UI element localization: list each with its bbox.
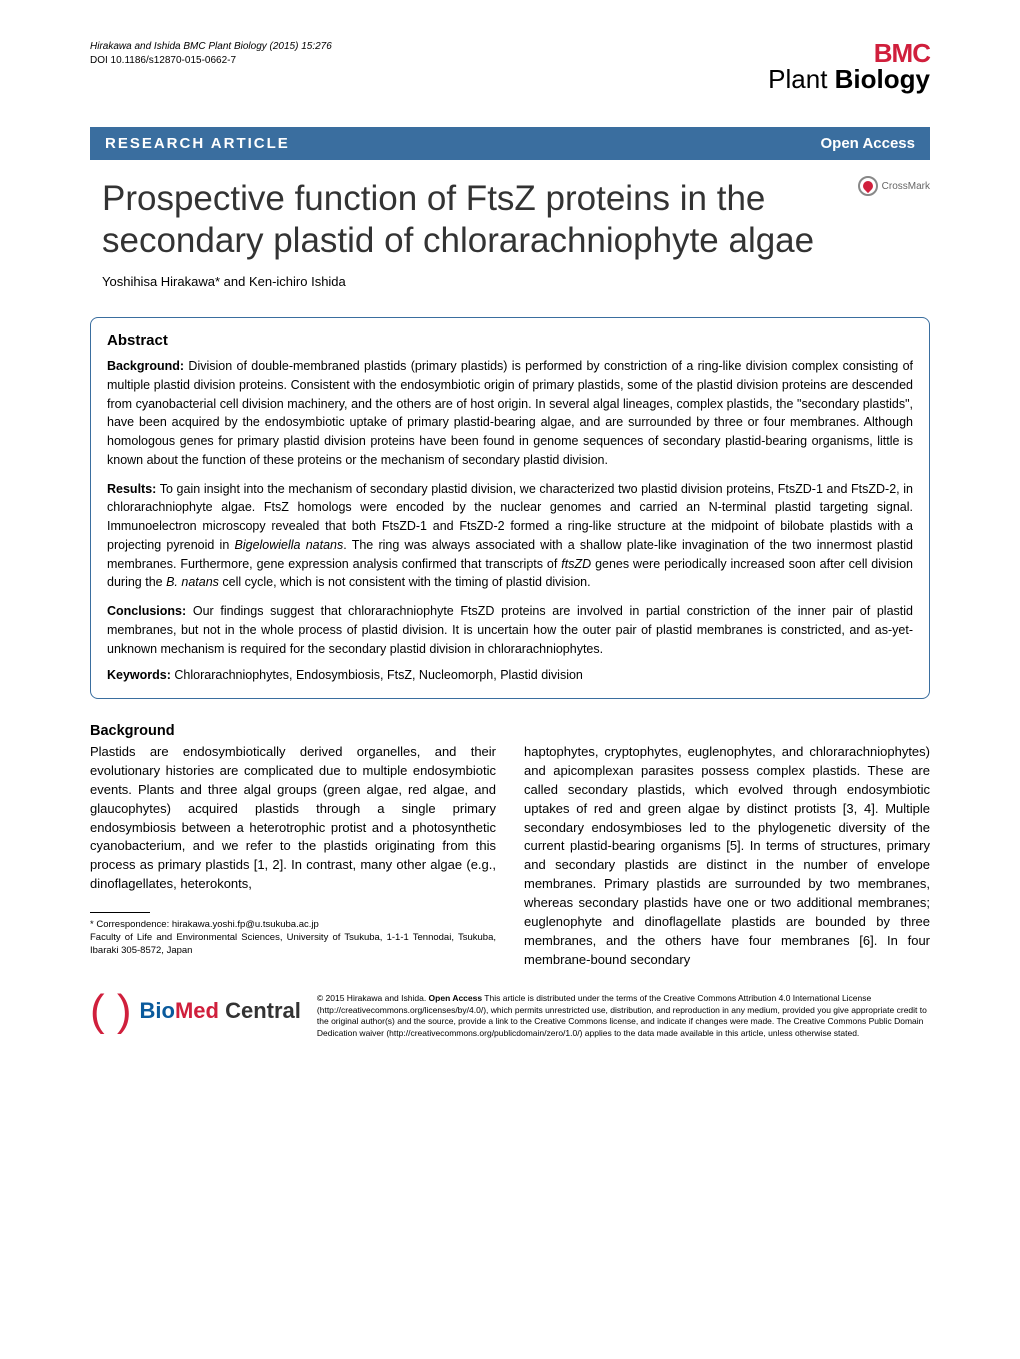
results-label: Results: bbox=[107, 482, 156, 496]
abstract-results: Results: To gain insight into the mechan… bbox=[107, 480, 913, 593]
authors-line: Yoshihisa Hirakawa* and Ken-ichiro Ishid… bbox=[90, 274, 930, 289]
body-col-right: haptophytes, cryptophytes, euglenophytes… bbox=[524, 743, 930, 969]
crossmark-badge[interactable]: CrossMark bbox=[858, 176, 930, 196]
biomed-central-logo: ( ) BioMed Central bbox=[90, 993, 301, 1028]
footnote-divider bbox=[90, 912, 150, 913]
journal-logo: BMC Plant Biology bbox=[768, 40, 930, 92]
results-italic-2: ftsZD bbox=[561, 557, 591, 571]
open-access-label: Open Access bbox=[821, 135, 916, 152]
results-italic-3: B. natans bbox=[166, 575, 219, 589]
background-heading: Background bbox=[90, 723, 930, 739]
abstract-heading: Abstract bbox=[107, 332, 913, 349]
doi-line: DOI 10.1186/s12870-015-0662-7 bbox=[90, 54, 332, 68]
results-italic-1: Bigelowiella natans bbox=[235, 538, 344, 552]
body-col2-text: haptophytes, cryptophytes, euglenophytes… bbox=[524, 743, 930, 969]
license-bold: Open Access bbox=[429, 993, 483, 1003]
title-row: Prospective function of FtsZ proteins in… bbox=[90, 170, 930, 274]
keywords-label: Keywords: bbox=[107, 668, 171, 682]
correspondence-affiliation: Faculty of Life and Environmental Scienc… bbox=[90, 932, 496, 958]
logo-bio: Bio bbox=[140, 998, 175, 1023]
article-type-label: RESEARCH ARTICLE bbox=[105, 135, 290, 152]
page-header: Hirakawa and Ishida BMC Plant Biology (2… bbox=[90, 40, 930, 92]
correspondence-email: * Correspondence: hirakawa.yoshi.fp@u.ts… bbox=[90, 919, 496, 932]
journal-name1: Plant bbox=[768, 64, 827, 94]
results-text-4: cell cycle, which is not consistent with… bbox=[219, 575, 591, 589]
conclusions-text: Our findings suggest that chlorarachniop… bbox=[107, 604, 913, 656]
journal-name2: Biology bbox=[835, 64, 930, 94]
conclusions-label: Conclusions: bbox=[107, 604, 186, 618]
body-col1-text: Plastids are endosymbiotically derived o… bbox=[90, 743, 496, 894]
abstract-box: Abstract Background: Division of double-… bbox=[90, 317, 930, 699]
authors-text: Yoshihisa Hirakawa* and Ken-ichiro Ishid… bbox=[102, 274, 346, 289]
abstract-background: Background: Division of double-membraned… bbox=[107, 357, 913, 470]
footer-row: ( ) BioMed Central © 2015 Hirakawa and I… bbox=[90, 993, 930, 1039]
body-col-left: Plastids are endosymbiotically derived o… bbox=[90, 743, 496, 969]
article-title: Prospective function of FtsZ proteins in… bbox=[90, 170, 848, 274]
article-type-bar: RESEARCH ARTICLE Open Access bbox=[90, 127, 930, 160]
citation-line1: Hirakawa and Ishida BMC Plant Biology (2… bbox=[90, 41, 332, 52]
logo-med: Med bbox=[175, 998, 219, 1023]
background-label: Background: bbox=[107, 359, 184, 373]
keywords-line: Keywords: Chlorarachniophytes, Endosymbi… bbox=[107, 668, 913, 682]
abstract-conclusions: Conclusions: Our findings suggest that c… bbox=[107, 602, 913, 658]
correspondence-block: * Correspondence: hirakawa.yoshi.fp@u.ts… bbox=[90, 919, 496, 957]
crossmark-icon bbox=[858, 176, 878, 196]
logo-paren-icon: ( ) bbox=[90, 993, 132, 1028]
logo-central: Central bbox=[219, 998, 301, 1023]
license-text-block: © 2015 Hirakawa and Ishida. Open Access … bbox=[317, 993, 930, 1039]
body-columns: Plastids are endosymbiotically derived o… bbox=[90, 743, 930, 969]
citation-block: Hirakawa and Ishida BMC Plant Biology (2… bbox=[90, 40, 332, 68]
logo-text: BioMed Central bbox=[140, 998, 301, 1024]
keywords-text: Chlorarachniophytes, Endosymbiosis, FtsZ… bbox=[171, 668, 583, 682]
crossmark-label: CrossMark bbox=[882, 181, 930, 192]
background-text: Division of double-membraned plastids (p… bbox=[107, 359, 913, 467]
license-prefix: © 2015 Hirakawa and Ishida. bbox=[317, 993, 429, 1003]
